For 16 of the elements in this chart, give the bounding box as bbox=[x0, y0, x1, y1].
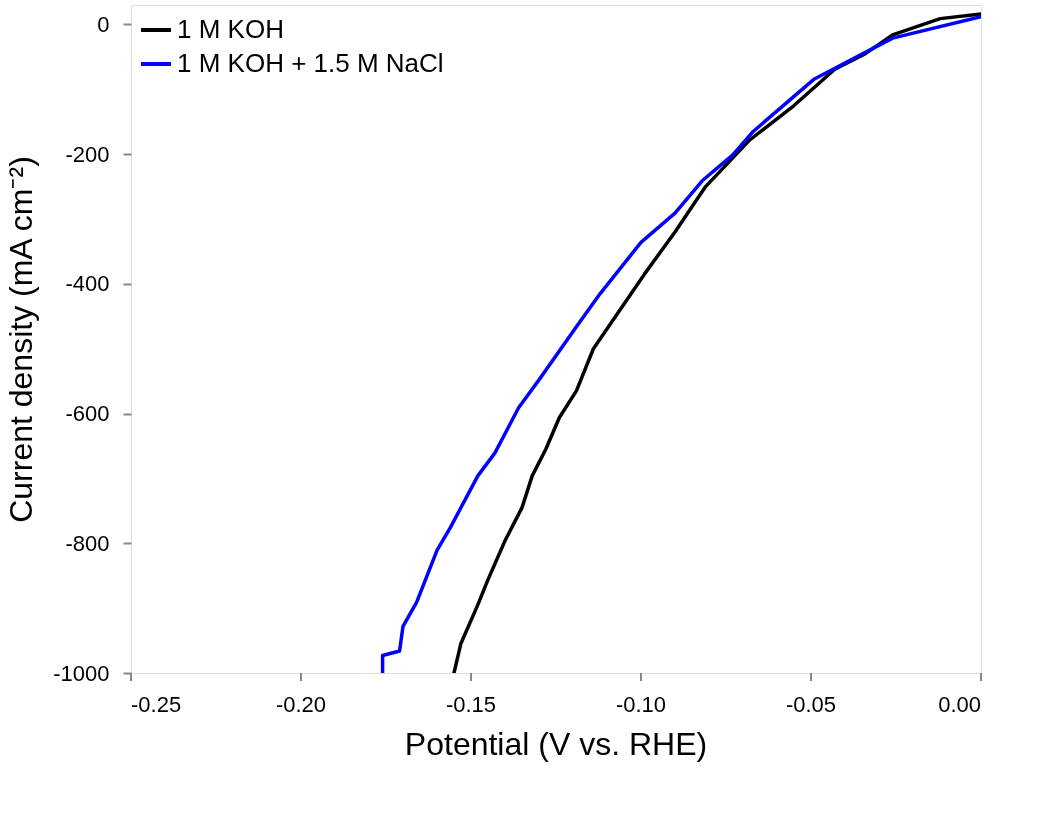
y-tick-label: -800 bbox=[65, 530, 110, 556]
legend-label: 1 M KOH + 1.5 M NaCl bbox=[177, 48, 444, 78]
y-tick-label: 0 bbox=[97, 11, 110, 37]
x-tick-label: 0.00 bbox=[938, 692, 981, 717]
x-tick-label: -0.25 bbox=[131, 692, 182, 717]
x-axis-title: Potential (V vs. RHE) bbox=[404, 726, 708, 762]
y-axis-title: Current density (mA cm⁻²) bbox=[3, 156, 40, 523]
y-tick-label: -600 bbox=[65, 401, 110, 427]
x-tick-label: -0.05 bbox=[785, 692, 837, 717]
legend-label: 1 M KOH bbox=[177, 14, 284, 44]
y-tick-label: -200 bbox=[65, 141, 110, 167]
y-tick-label: -400 bbox=[65, 271, 110, 297]
x-tick-label: -0.20 bbox=[275, 692, 327, 717]
x-tick-label: -0.10 bbox=[615, 692, 667, 717]
x-tick-label: -0.15 bbox=[445, 692, 497, 717]
y-tick-label: -1000 bbox=[53, 660, 110, 686]
